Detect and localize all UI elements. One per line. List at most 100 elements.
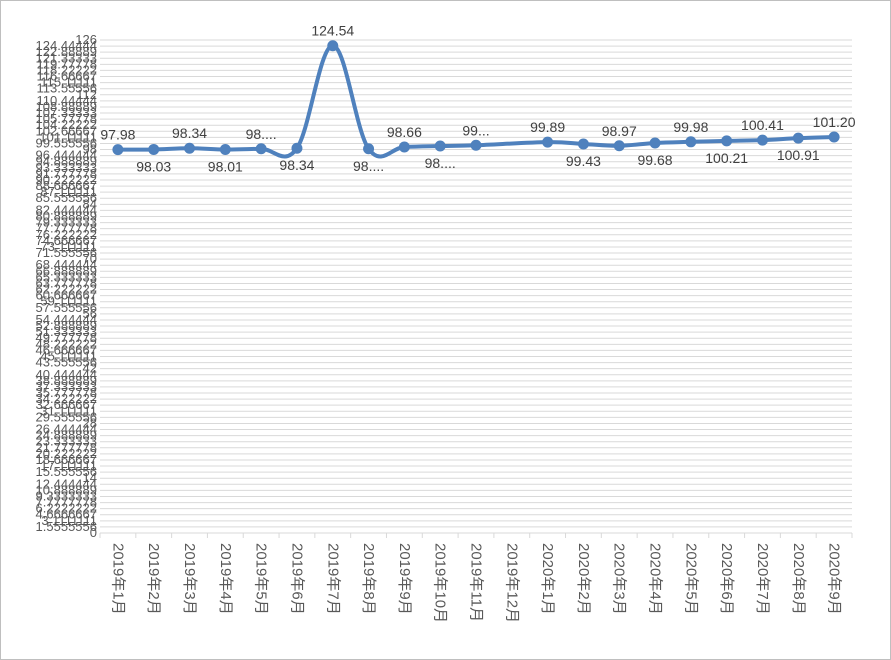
y-tick-label: 122.88889 [36,44,97,59]
y-tick-label: 20.222222 [36,446,97,461]
y-tick-label: 91.777778 [36,166,97,181]
y-tick-label: 124.44444 [36,38,97,53]
x-tick-label: 2020年4月 [647,543,664,615]
y-tick-label: 4.6666667 [36,507,97,522]
data-label: 101.20 [813,114,856,130]
data-label: 98.... [353,158,384,174]
data-label: 98.97 [602,123,637,139]
x-tick-label: 2019年1月 [109,543,126,615]
y-tick-label: 35.777778 [36,385,97,400]
y-tick-label: 32.666667 [36,397,97,412]
x-tick-label: 2020年1月 [539,543,556,615]
y-tick-label: 68.444444 [36,257,97,272]
data-labels: 97.9898.0398.3498.0198....98.34124.5498.… [100,23,855,175]
data-point [255,143,267,155]
data-label: 100.91 [777,147,820,163]
y-tick-label: 12.444444 [36,476,97,491]
y-tick-label: 77.777778 [36,221,97,236]
data-label: 99... [462,122,489,138]
data-label: 98.03 [136,158,171,174]
data-point [184,142,196,154]
y-axis-tick-labels: 01.55555563.11111114.66666676.22222227.7… [36,32,97,540]
y-tick-label: 94.888889 [36,154,97,169]
x-tick-label: 2019年6月 [288,543,305,615]
x-tick-label: 2019年11月 [468,543,485,622]
y-tick-label: 17.111111 [40,458,97,473]
y-tick-label: 21.777778 [36,440,97,455]
y-tick-label: 38.888889 [36,373,97,388]
data-label: 100.41 [741,117,784,133]
data-label: 99.89 [530,119,565,135]
y-tick-label: 29.555556 [36,409,97,424]
data-point [756,134,768,146]
y-tick-label: 101.11111 [39,129,97,144]
y-tick-label: 56 [83,306,97,321]
y-tick-label: 46.666667 [36,342,97,357]
y-tick-label: 105.77778 [36,111,97,126]
y-tick-label: 48.222222 [36,336,97,351]
y-tick-label: 71.555556 [36,245,97,260]
y-tick-label: 116.66667 [37,69,98,84]
x-tick-label: 2020年8月 [790,543,807,615]
y-tick-label: 110.44444 [37,93,98,108]
y-tick-label: 26.444444 [36,422,97,437]
x-tick-label: 2019年7月 [324,543,341,615]
y-tick-label: 24.888889 [36,428,97,443]
y-tick-label: 87.111111 [40,184,97,199]
series-markers [112,40,840,156]
x-tick-label: 2019年4月 [217,543,234,615]
y-tick-label: 107.33333 [36,105,97,120]
y-tick-label: 90.222222 [36,172,97,187]
y-tick-label: 70 [83,251,97,266]
y-tick-label: 52.888889 [36,318,97,333]
data-point [470,139,482,151]
y-tick-label: 3.1111111 [41,513,97,528]
data-point [542,136,554,148]
y-tick-label: 10.888889 [36,482,97,497]
y-tick-label: 121.33333 [36,50,97,65]
y-tick-label: 31.111111 [40,403,97,418]
data-label: 98.... [246,126,277,142]
data-point [363,143,375,155]
y-tick-label: 28 [83,415,97,430]
x-tick-label: 2020年3月 [611,543,628,615]
data-point [792,132,804,144]
y-tick-label: 7.7777778 [36,495,97,510]
data-point [613,140,625,152]
x-tick-label: 2019年2月 [145,543,162,615]
y-tick-label: 18.666667 [36,452,97,467]
y-tick-label: 43.555556 [36,355,97,370]
data-label: 99.68 [638,152,673,168]
y-tick-label: 59.111111 [40,294,97,309]
data-point [828,131,840,143]
data-point [685,136,697,148]
x-tick-label: 2020年9月 [826,543,843,615]
x-tick-label: 2019年12月 [503,543,520,623]
data-point [398,141,410,153]
y-tick-label: 63.777778 [36,275,97,290]
y-tick-label: 15.555556 [36,464,97,479]
y-tick-label: 126 [75,32,97,47]
y-tick-label: 60.666667 [36,288,97,303]
x-axis-tick-labels: 2019年1月 2019年2月 2019年3月 2019年4月 2019年5月 2019年… [99,533,853,623]
y-tick-label: 37.333333 [36,379,97,394]
y-tick-label: 115.11111 [40,75,97,90]
y-tick-label: 88.666667 [36,178,97,193]
y-tick-label: 1.5555556 [36,519,97,534]
x-tick-label: 2020年6月 [718,543,735,615]
y-tick-label: 62.222222 [36,282,97,297]
data-point [148,143,160,155]
data-label: 99.43 [566,153,601,169]
x-tick-label: 2020年2月 [575,543,592,615]
data-label: 100.21 [705,150,748,166]
gridlines [100,39,852,534]
y-tick-label: 23.333333 [36,434,97,449]
y-tick-label: 104.22222 [36,117,97,132]
y-tick-label: 40.444444 [36,367,97,382]
y-tick-label: 34.222222 [36,391,97,406]
y-tick-label: 119.77778 [37,56,98,71]
y-tick-label: 65.333333 [36,269,97,284]
y-tick-label: 76.222222 [36,227,97,242]
data-point [649,137,661,149]
